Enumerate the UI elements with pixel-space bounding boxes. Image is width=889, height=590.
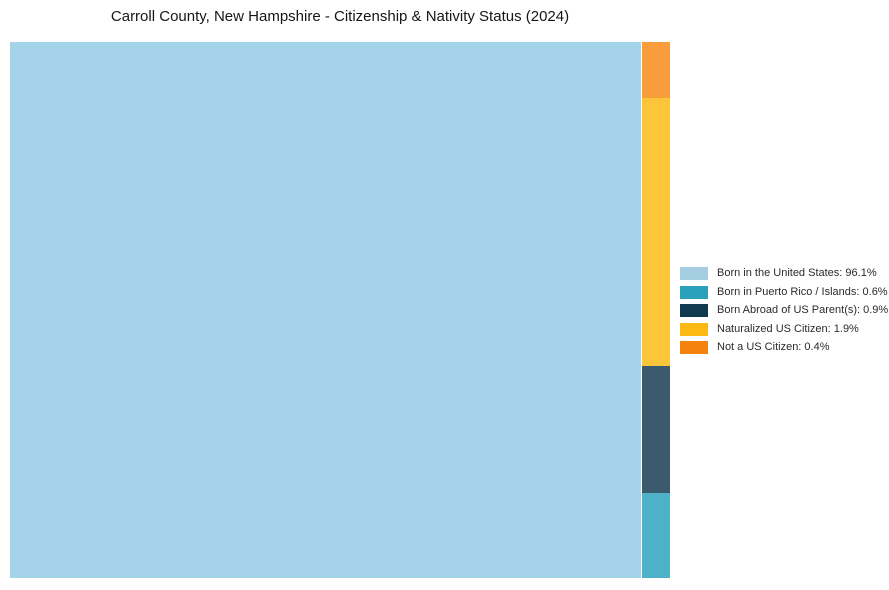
legend: Born in the United States: 96.1% Born in … xyxy=(680,267,888,354)
legend-label: Born Abroad of US Parent(s): 0.9% xyxy=(717,304,889,316)
legend-swatch xyxy=(680,341,708,354)
legend-item-not-a-us-citizen[interactable]: Not a US Citizen: 0.4% xyxy=(680,341,888,354)
legend-label: Not a US Citizen: 0.4% xyxy=(717,341,830,353)
legend-swatch xyxy=(680,267,708,280)
treemap-tile-born-abroad-of-us-parent-s[interactable] xyxy=(642,366,670,494)
legend-item-naturalized-us-citizen[interactable]: Naturalized US Citizen: 1.9% xyxy=(680,322,888,336)
legend-swatch xyxy=(680,285,708,299)
legend-swatch xyxy=(680,304,708,317)
legend-item-born-abroad-of-us-parent-s[interactable]: Born Abroad of US Parent(s): 0.9% xyxy=(680,304,888,317)
treemap-tile-naturalized-us-citizen[interactable] xyxy=(642,98,670,367)
treemap-tile-not-a-us-citizen[interactable] xyxy=(642,42,670,99)
treemap-tile-born-in-puerto-rico-islands[interactable] xyxy=(642,493,670,578)
treemap-tile-born-in-the-united-states[interactable] xyxy=(10,42,641,578)
chart-title: Carroll County, New Hampshire - Citizens… xyxy=(110,8,570,25)
legend-swatch xyxy=(680,322,708,336)
legend-item-born-in-puerto-rico-islands[interactable]: Born in Puerto Rico / Islands: 0.6% xyxy=(680,285,888,299)
legend-label: Born in the United States: 96.1% xyxy=(717,267,877,279)
treemap-plot xyxy=(10,42,670,578)
legend-label: Born in Puerto Rico / Islands: 0.6% xyxy=(717,285,888,298)
treemap-minor-column xyxy=(642,42,670,578)
legend-label: Naturalized US Citizen: 1.9% xyxy=(717,322,859,335)
legend-item-born-in-the-united-states[interactable]: Born in the United States: 96.1% xyxy=(680,267,888,280)
